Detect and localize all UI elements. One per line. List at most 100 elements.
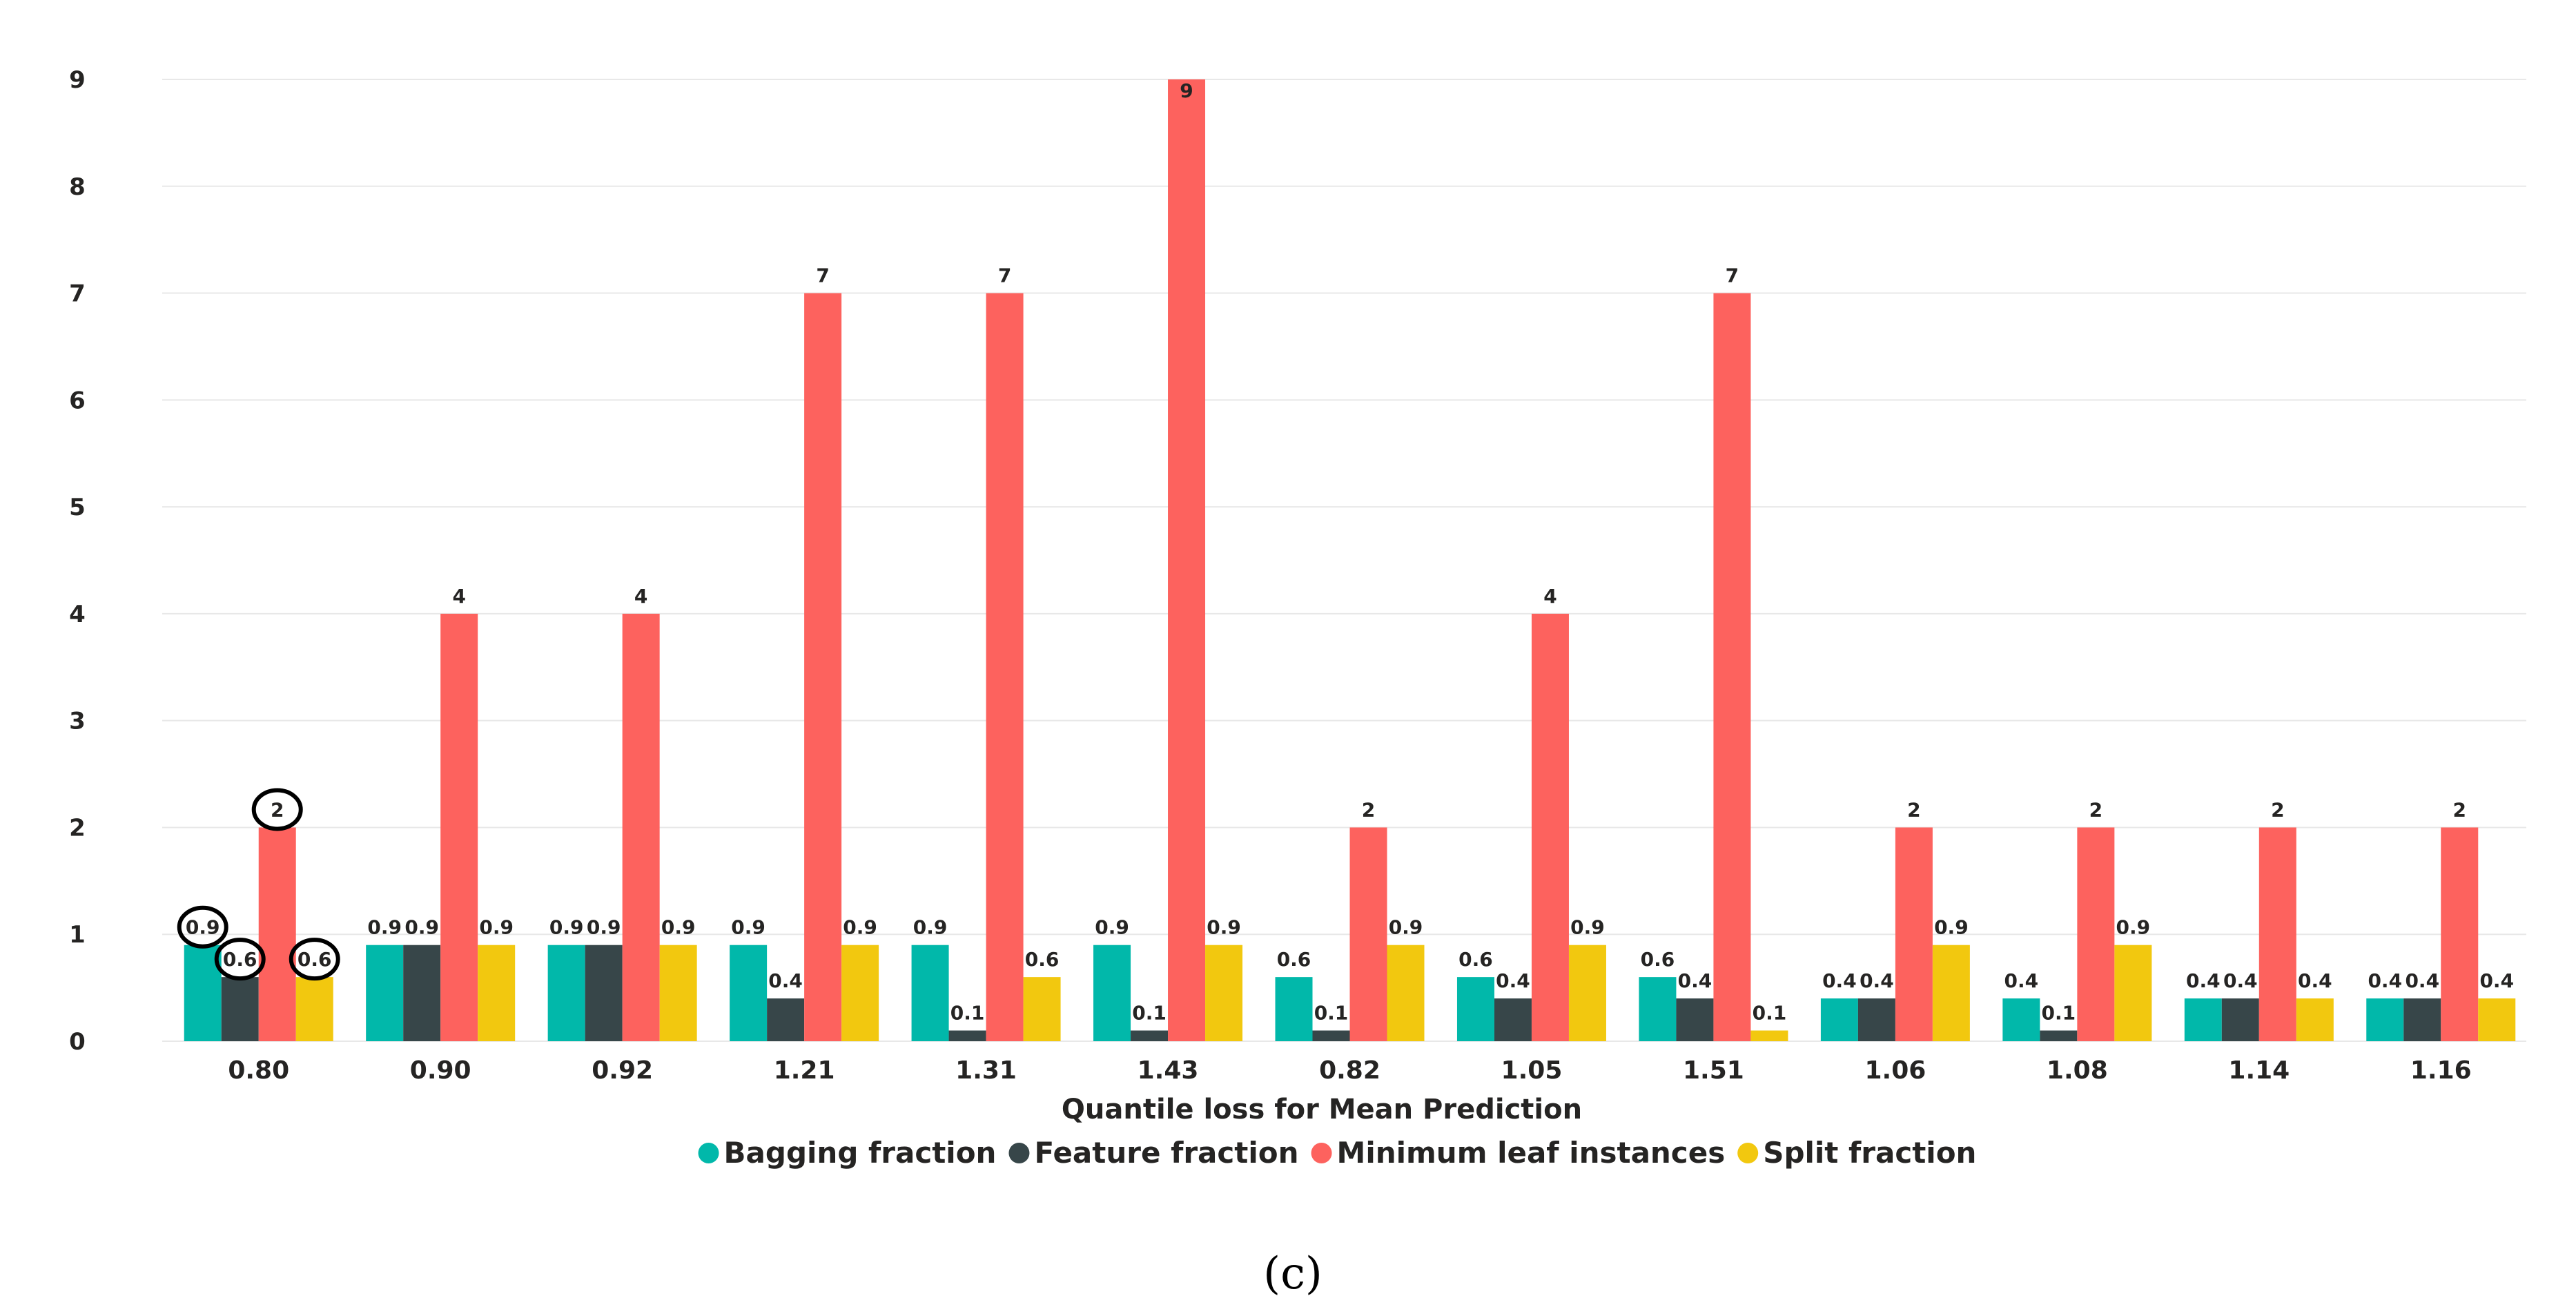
- bar-minimum-leaf-instances: [1531, 613, 1569, 1041]
- bar-feature-fraction: [1494, 998, 1532, 1041]
- data-label: 0.4: [2298, 969, 2332, 992]
- data-label: 0.1: [950, 1002, 985, 1025]
- legend-label: Minimum leaf instances: [1337, 1136, 1726, 1170]
- data-label: 0.1: [2042, 1002, 2076, 1025]
- data-label: 0.9: [661, 916, 696, 939]
- y-axis: 0 1 2 3 4 5 6 7 8 9: [69, 66, 86, 1056]
- y-tick-label: 6: [69, 387, 86, 414]
- bar-bagging-fraction: [911, 945, 949, 1041]
- legend-item: Bagging fraction: [698, 1136, 997, 1170]
- bar-minimum-leaf-instances: [804, 293, 842, 1041]
- x-tick-label: 1.06: [1864, 1056, 1926, 1085]
- bar-minimum-leaf-instances: [258, 827, 296, 1041]
- bar-minimum-leaf-instances: [1713, 293, 1751, 1041]
- bar-feature-fraction: [585, 945, 623, 1041]
- data-labels: 0.90.620.60.9 0.940.9 0.9 0.940.9 0.90.470.9…: [177, 79, 2514, 1025]
- data-label: 2: [2453, 798, 2466, 821]
- legend-item: Split fraction: [1737, 1136, 1976, 1170]
- data-label: 0.6: [223, 948, 257, 971]
- legend-swatch: [698, 1143, 719, 1163]
- bar-split-fraction: [841, 945, 879, 1041]
- legend-swatch: [1008, 1143, 1030, 1163]
- legend-label: Feature fraction: [1034, 1136, 1298, 1170]
- data-label: 0.9: [367, 916, 402, 939]
- bar-minimum-leaf-instances: [622, 613, 660, 1041]
- data-label: 4: [1543, 585, 1557, 608]
- bar-split-fraction: [1568, 945, 1606, 1041]
- data-label: 0.9: [479, 916, 514, 939]
- y-tick-label: 2: [69, 814, 86, 842]
- x-tick-label: 1.21: [774, 1056, 835, 1085]
- highlight-ring: [214, 938, 266, 981]
- x-tick-label: 0.92: [592, 1056, 653, 1085]
- bar-minimum-leaf-instances: [440, 613, 478, 1041]
- data-label: 0.4: [2223, 969, 2258, 992]
- bar-minimum-leaf-instances: [986, 293, 1024, 1041]
- bar-bagging-fraction: [1820, 998, 1858, 1041]
- y-tick-label: 4: [69, 601, 86, 628]
- bar-feature-fraction: [2221, 998, 2259, 1041]
- data-label: 0.9: [1207, 916, 1241, 939]
- data-label: 0.4: [2186, 969, 2221, 992]
- data-label: 0.1: [1753, 1002, 1787, 1025]
- data-label: 0.1: [1314, 1002, 1349, 1025]
- x-tick-label: 1.43: [1138, 1056, 1199, 1085]
- bar-minimum-leaf-instances: [1349, 827, 1387, 1041]
- bar-bagging-fraction: [2002, 998, 2040, 1041]
- bar-feature-fraction: [221, 977, 259, 1041]
- legend-label: Split fraction: [1763, 1136, 1976, 1170]
- data-label: 2: [2089, 798, 2102, 821]
- y-tick-label: 5: [69, 494, 86, 521]
- data-label: 0.4: [1860, 969, 1894, 992]
- bar-split-fraction: [2296, 998, 2334, 1041]
- bar-feature-fraction: [2403, 998, 2441, 1041]
- bar-bagging-fraction: [730, 945, 768, 1041]
- data-label: 0.1: [1132, 1002, 1167, 1025]
- bar-split-fraction: [1932, 945, 1970, 1041]
- data-label: 0.9: [1095, 916, 1129, 939]
- bar-bagging-fraction: [2366, 998, 2404, 1041]
- data-label: 0.4: [768, 969, 803, 992]
- data-label: 0.9: [843, 916, 877, 939]
- x-tick-label: 1.31: [955, 1056, 1017, 1085]
- data-label: 0.4: [2368, 969, 2402, 992]
- legend-swatch: [1311, 1143, 1332, 1163]
- data-label: 0.9: [1934, 916, 1969, 939]
- data-label: 0.9: [2116, 916, 2151, 939]
- data-label: 7: [816, 264, 829, 287]
- legend-label: Bagging fraction: [724, 1136, 997, 1170]
- bar-minimum-leaf-instances: [1168, 79, 1206, 1041]
- bar-feature-fraction: [1131, 1030, 1169, 1041]
- x-tick-label: 1.51: [1683, 1056, 1744, 1085]
- bar-minimum-leaf-instances: [2258, 827, 2296, 1041]
- y-tick-label: 7: [69, 280, 86, 308]
- data-label: 0.4: [1496, 969, 1530, 992]
- data-label: 0.9: [1389, 916, 1423, 939]
- bar-split-fraction: [1205, 945, 1243, 1041]
- x-tick-label: 0.82: [1319, 1056, 1380, 1085]
- data-label: 7: [998, 264, 1011, 287]
- data-label: 0.4: [2004, 969, 2039, 992]
- bar-bagging-fraction: [1093, 945, 1131, 1041]
- data-label: 0.9: [186, 916, 220, 939]
- x-tick-label: 1.16: [2410, 1056, 2472, 1085]
- data-label: 4: [452, 585, 465, 608]
- bar-split-fraction: [1023, 977, 1061, 1041]
- y-tick-label: 8: [69, 173, 86, 201]
- bar-feature-fraction: [2040, 1030, 2078, 1041]
- bar-bagging-fraction: [366, 945, 404, 1041]
- data-label: 0.6: [1277, 948, 1311, 971]
- gridlines: [162, 79, 2526, 1042]
- bar-feature-fraction: [403, 945, 441, 1041]
- highlight-ring: [289, 938, 340, 981]
- bar-feature-fraction: [1857, 998, 1895, 1041]
- bar-split-fraction: [1387, 945, 1425, 1041]
- data-label: 0.6: [297, 948, 332, 971]
- data-label: 0.4: [1678, 969, 1713, 992]
- x-axis-title: Quantile loss for Mean Prediction: [1062, 1094, 1582, 1125]
- bar-split-fraction: [2478, 998, 2516, 1041]
- y-tick-label: 0: [69, 1028, 86, 1056]
- bar-split-fraction: [1750, 1030, 1788, 1041]
- data-label: 0.6: [1641, 948, 1675, 971]
